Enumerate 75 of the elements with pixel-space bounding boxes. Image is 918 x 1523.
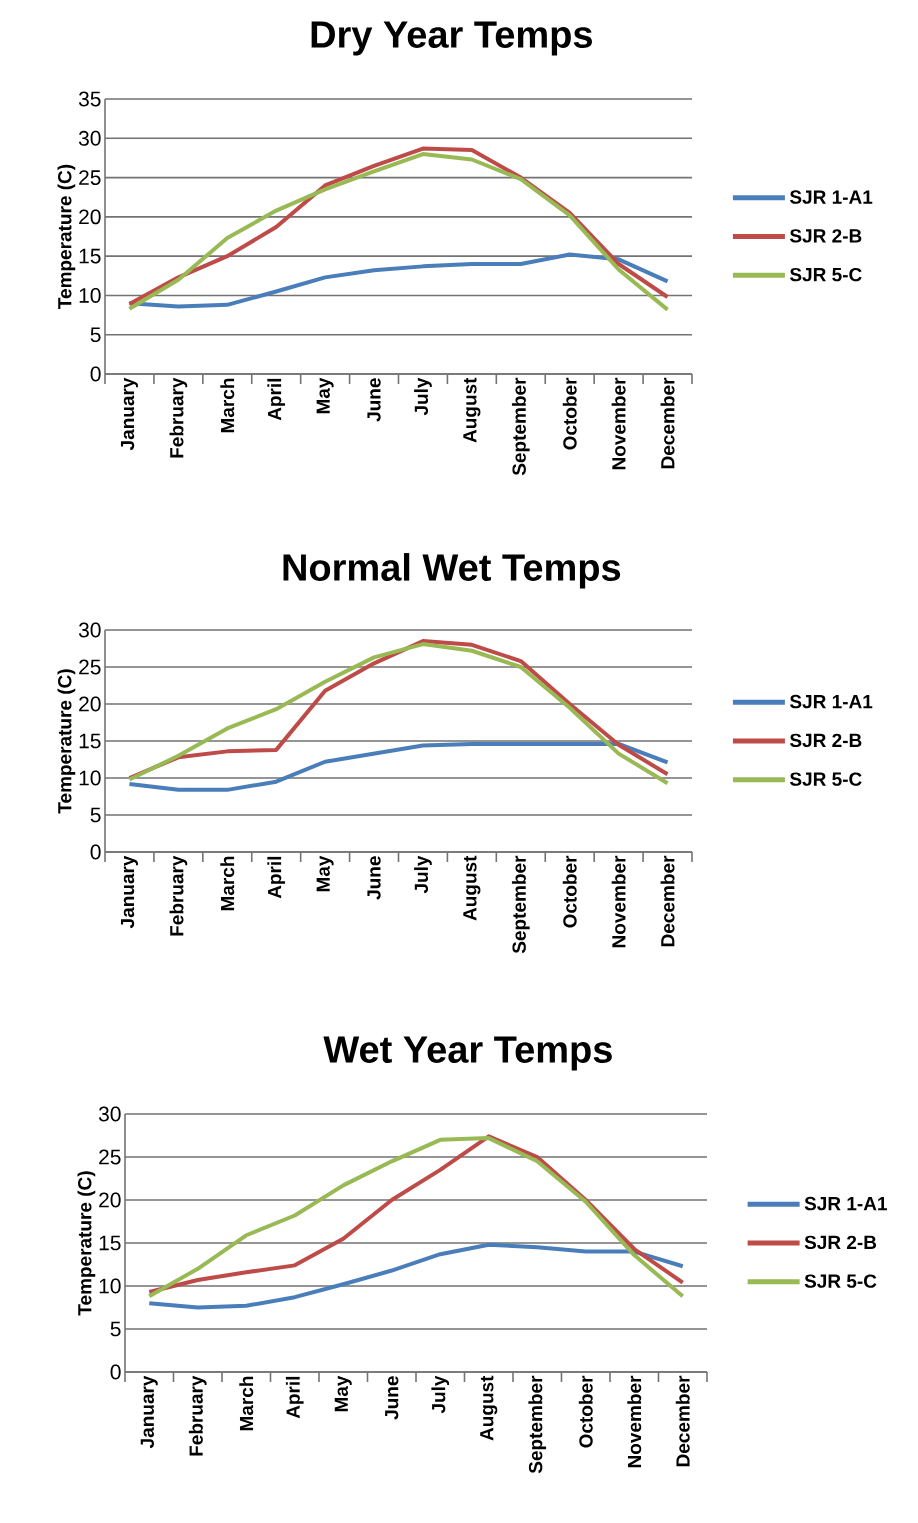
x-tick-label: October: [562, 377, 577, 450]
x-tick-label: September: [511, 377, 530, 476]
y-tick-label: 15: [99, 1235, 121, 1251]
x-tick-label: October: [578, 1375, 593, 1448]
y-tick-label: 30: [98, 1106, 121, 1122]
x-tick-label: August: [480, 1375, 498, 1441]
y-tick-label: 0: [90, 366, 101, 382]
x-tick-label: December: [675, 1375, 690, 1467]
y-tick-label: 10: [79, 770, 101, 786]
y-tick-label: 25: [79, 170, 101, 186]
legend-label: SJR 5-C: [804, 1274, 877, 1288]
x-tick-label: March: [239, 1376, 254, 1431]
y-tick-label: 0: [110, 1364, 121, 1380]
x-tick-label: January: [120, 855, 138, 929]
y-tick-label: 20: [79, 209, 101, 225]
y-tick-label: 10: [79, 288, 101, 303]
legend-label: SJR 1-A1: [789, 190, 873, 204]
x-tick-label: July: [414, 377, 432, 416]
x-tick-label: May: [316, 855, 334, 892]
x-tick-label: April: [267, 856, 286, 899]
x-tick-label: September: [528, 1375, 547, 1474]
x-tick-label: July: [414, 855, 432, 894]
x-tick-label: March: [220, 856, 235, 911]
y-tick-label: 5: [110, 1321, 121, 1337]
y-tick-label: 15: [79, 248, 101, 264]
y-tick-label: 30: [78, 130, 101, 146]
x-tick-label: August: [463, 377, 481, 443]
x-tick-label: November: [611, 377, 626, 470]
x-tick-label: February: [169, 377, 188, 458]
legend-label: SJR 1-A1: [804, 1196, 887, 1211]
legend-label: SJR 5-C: [789, 772, 862, 786]
x-tick-label: October: [562, 855, 577, 928]
x-tick-label: June: [385, 1376, 399, 1420]
line-series: [147, 1242, 685, 1310]
legend-label: SJR 2-B: [789, 733, 862, 748]
x-tick-label: December: [660, 855, 675, 947]
y-tick-label: 35: [78, 91, 101, 107]
x-tick-label: May: [316, 377, 334, 414]
x-tick-label: May: [334, 1375, 352, 1412]
y-tick-label: 30: [78, 622, 101, 638]
y-tick-label: 5: [90, 327, 101, 343]
y-tick-label: 20: [79, 696, 101, 712]
x-tick-label: June: [367, 856, 381, 900]
y-tick-label: 10: [99, 1278, 121, 1294]
x-tick-label: November: [627, 1375, 642, 1468]
x-tick-label: January: [140, 1375, 158, 1449]
x-tick-label: June: [367, 378, 381, 422]
y-tick-label: 15: [79, 733, 101, 749]
x-tick-label: February: [169, 855, 188, 936]
x-tick-label: September: [511, 855, 530, 954]
x-tick-label: February: [188, 1375, 207, 1456]
y-tick-label: 0: [90, 844, 101, 860]
chart-title: Wet Year Temps: [323, 1036, 612, 1071]
x-tick-label: April: [267, 378, 286, 421]
y-tick-label: 25: [79, 659, 101, 675]
y-tick-label: 20: [99, 1192, 121, 1208]
y-axis-title: Temperature (C): [57, 164, 76, 309]
chart-title: Normal Wet Temps: [283, 553, 621, 589]
y-axis-title: Temperature (C): [57, 669, 76, 814]
x-tick-label: August: [463, 855, 481, 921]
chart-title: Dry Year Temps: [311, 21, 592, 56]
legend-label: SJR 2-B: [789, 229, 862, 243]
x-tick-label: March: [220, 378, 235, 433]
x-tick-label: December: [660, 377, 675, 469]
x-tick-label: November: [611, 855, 626, 948]
legend-label: SJR 2-B: [804, 1235, 877, 1250]
x-tick-label: January: [120, 377, 138, 451]
y-axis-title: Temperature (C): [77, 1171, 96, 1316]
line-series: [127, 252, 670, 309]
x-tick-label: July: [431, 1375, 450, 1414]
legend-label: SJR 5-C: [789, 267, 862, 282]
y-tick-label: 5: [90, 807, 101, 823]
x-tick-label: April: [285, 1376, 304, 1419]
y-tick-label: 25: [99, 1149, 121, 1165]
legend-label: SJR 1-A1: [789, 694, 873, 709]
